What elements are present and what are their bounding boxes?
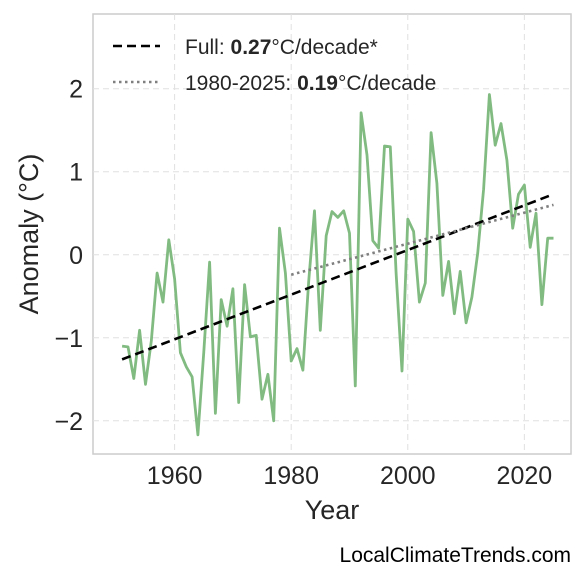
x-tick-label: 2020	[497, 462, 553, 490]
series-layer	[121, 93, 554, 437]
y-tick-labels: −2 −1 0 1 2	[54, 76, 83, 436]
x-tick-label: 1960	[147, 462, 203, 490]
y-axis-title: Anomaly (°C)	[14, 154, 44, 315]
x-tick-label: 1980	[263, 462, 319, 490]
legend-entry: 1980-2025: 0.19°C/decade	[185, 72, 436, 95]
x-axis-title: Year	[305, 495, 360, 525]
legend: Full: 0.27°C/decade* 1980-2025: 0.19°C/de…	[113, 36, 436, 95]
chart: −2 −1 0 1 2 1960 1980 2000 2020 Anomaly (°C) Ye…	[14, 13, 572, 525]
legend-entry: Full: 0.27°C/decade*	[185, 36, 378, 59]
site-credit: LocalClimateTrends.com	[339, 544, 571, 567]
plot-area	[92, 13, 572, 455]
x-tick-label: 2000	[380, 462, 436, 490]
y-tick-label: 0	[69, 242, 83, 270]
y-tick-label: 1	[69, 159, 83, 187]
dashed-trend-line	[121, 192, 554, 361]
y-tick-label: −1	[54, 325, 83, 353]
y-tick-label: −2	[54, 408, 83, 436]
y-tick-label: 2	[69, 76, 83, 104]
x-tick-labels: 1960 1980 2000 2020	[147, 462, 552, 490]
anomaly-series-line	[121, 93, 554, 437]
